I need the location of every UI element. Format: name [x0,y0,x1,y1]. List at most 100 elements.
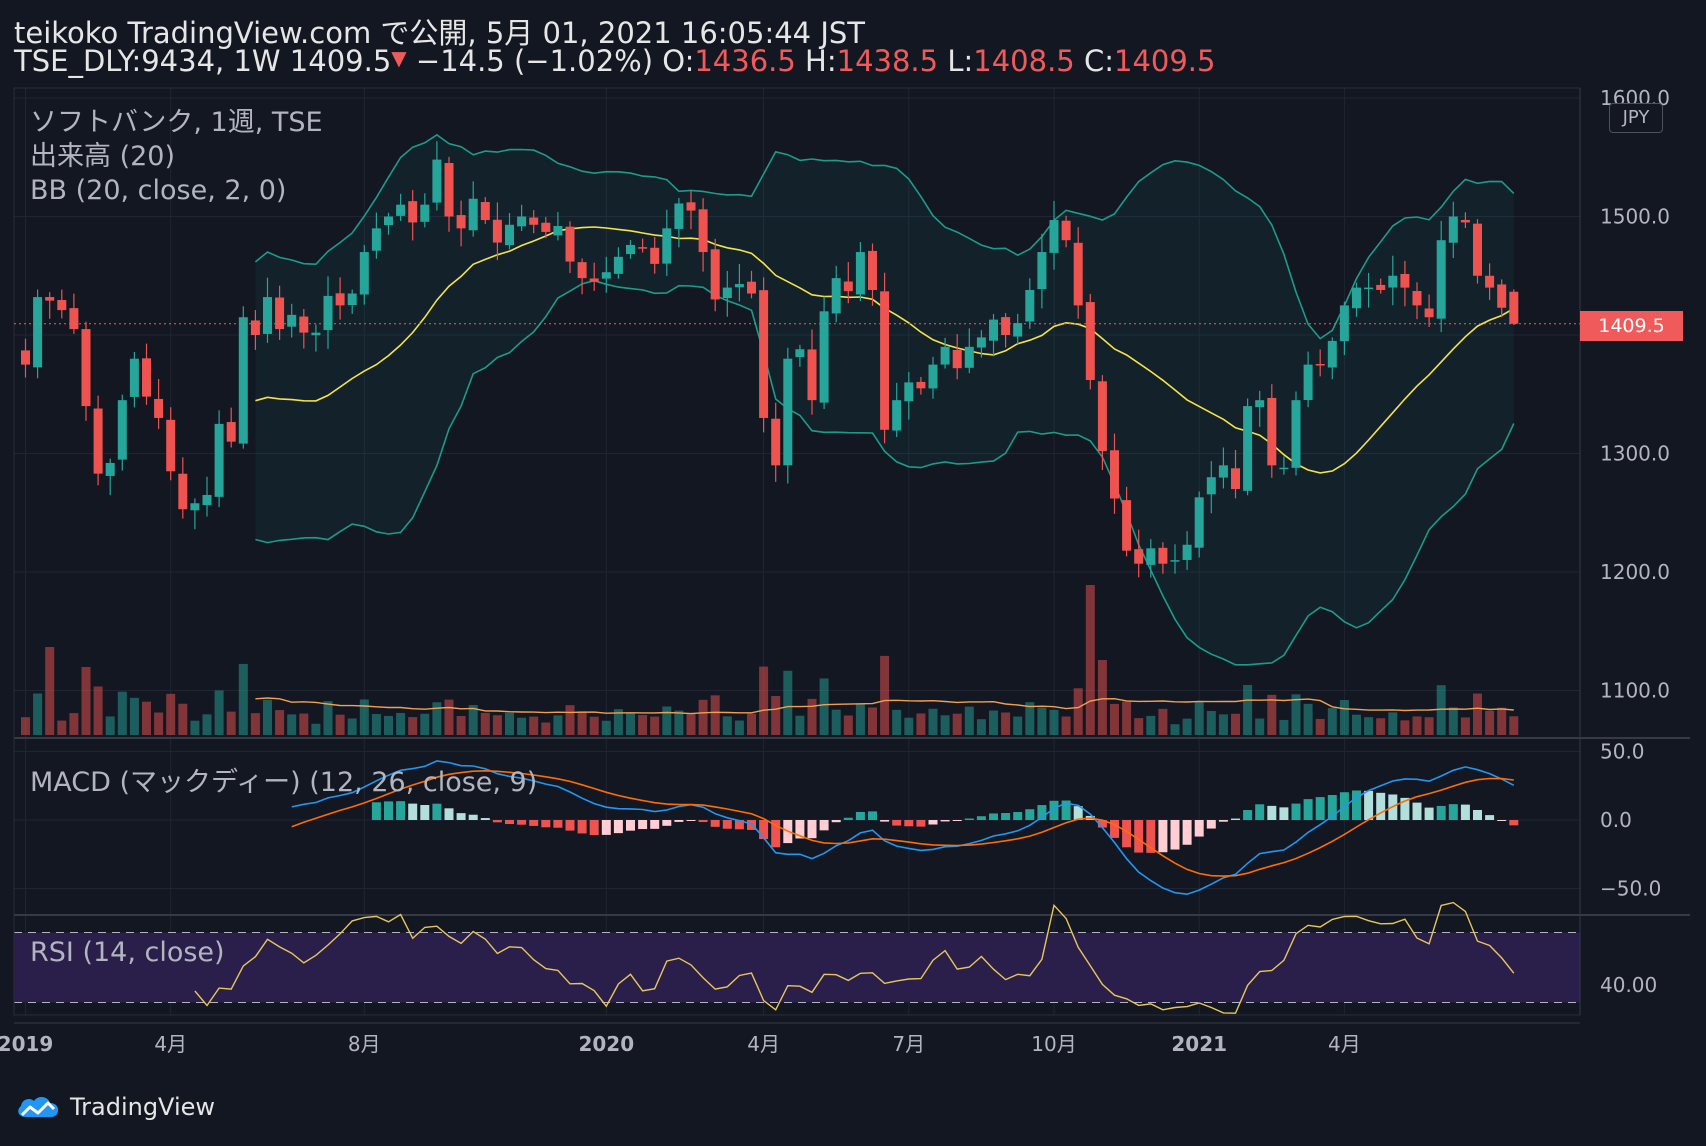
macd-legend: MACD (マックディー) (12, 26, close, 9) [30,767,538,798]
candle-body [759,290,769,418]
volume-bar [1412,716,1422,735]
macd-hist-bar [1364,790,1374,820]
macd-hist-bar [1061,800,1071,820]
macd-hist-bar [468,814,478,820]
macd-hist-bar [601,820,611,835]
volume-bar [214,690,224,735]
volume-bar [1085,585,1095,735]
macd-hist-bar [1001,813,1011,820]
candle-body [263,297,272,334]
volume-bar [626,712,635,735]
volume-bar [420,713,430,735]
down-arrow-icon: ▼ [391,46,407,70]
volume-bar [492,715,502,735]
legend-volume: 出来高 (20) [30,141,176,172]
volume-bar [468,705,478,735]
candle-body [359,252,369,295]
candle-body [1243,406,1253,491]
time-axis-label: 7月 [892,1032,925,1056]
volume-bar [1170,724,1180,735]
candle-body [989,319,998,341]
volume-bar [1013,716,1023,735]
candle-body [166,419,176,472]
candle-body [1206,477,1216,495]
volume-bar [1424,717,1434,735]
volume-bar [1061,716,1071,735]
candle-body [1267,397,1277,466]
volume-bar [1291,694,1301,735]
volume-bar [880,655,890,735]
candle-body [783,358,793,466]
candle-body [1376,284,1386,290]
volume-bar [105,716,115,735]
volume-bar [81,667,91,735]
volume-bar [142,701,151,735]
volume-bar [710,695,720,735]
candle-body [674,203,684,229]
candle-body [214,423,224,497]
candle-body [142,358,151,397]
rsi-line [194,901,1515,1014]
candle-body [335,293,345,306]
macd-hist-bar [1097,820,1107,828]
brand-logo[interactable]: TradingView [14,1093,215,1121]
volume-bar [613,709,623,735]
volume-bar [916,713,926,735]
macd-hist-bar [1025,809,1035,820]
candle-body [1025,289,1035,322]
volume-bar [952,713,962,735]
macd-hist-bar [734,820,744,830]
volume-bar [517,717,527,735]
volume-bar [819,678,829,735]
candle-body [117,400,127,460]
candle-body [1303,364,1313,401]
candle-body [287,314,297,327]
candle-body [1110,450,1119,499]
candle-body [444,163,454,217]
candle-body [916,381,926,389]
macd-hist-bar [1376,792,1386,820]
macd-hist-bar [880,820,890,822]
candle-body [238,317,248,444]
macd-hist-bar [989,813,998,820]
candle-body [650,247,660,264]
macd-hist-bar [1485,815,1495,820]
candle-body [807,349,817,401]
candle-body [1388,275,1398,288]
bb-upper-line [254,133,1515,340]
volume-bar [783,670,793,735]
macd-hist-bar [1255,804,1265,820]
volume-bar [359,699,369,735]
candle-body [626,244,635,255]
volume-bar [396,712,406,735]
symbol-info: TSE_DLY:9434, 1W 1409.5 [14,44,392,78]
volume-bar [662,706,672,735]
macd-hist-bar [492,820,502,823]
macd-hist-bar [1303,799,1313,820]
volume-bar [1388,712,1398,735]
candle-body [868,250,877,290]
macd-hist-bar [843,817,853,820]
low-label: L: [947,44,974,78]
volume-bar [480,712,490,735]
macd-hist-bar [420,805,430,820]
open-value: 1436.5 [694,44,796,78]
macd-hist-bar [807,820,817,839]
volume-bar [444,699,454,735]
macd-hist-bar [1194,820,1204,837]
macd-hist-bar [819,820,829,831]
volume-bar [117,691,127,735]
currency-badge[interactable]: JPY [1609,103,1663,133]
macd-hist-bar [698,820,708,823]
volume-bar [855,704,865,735]
macd-hist-bar [964,818,974,820]
candle-body [831,278,841,314]
volume-bar [1158,708,1168,735]
macd-hist-bar [1134,820,1144,853]
candle-body [1279,467,1289,470]
macd-hist-bar [1267,805,1277,820]
brand-name: TradingView [70,1093,216,1121]
candle-body [505,224,514,246]
candle-body [1194,497,1204,548]
